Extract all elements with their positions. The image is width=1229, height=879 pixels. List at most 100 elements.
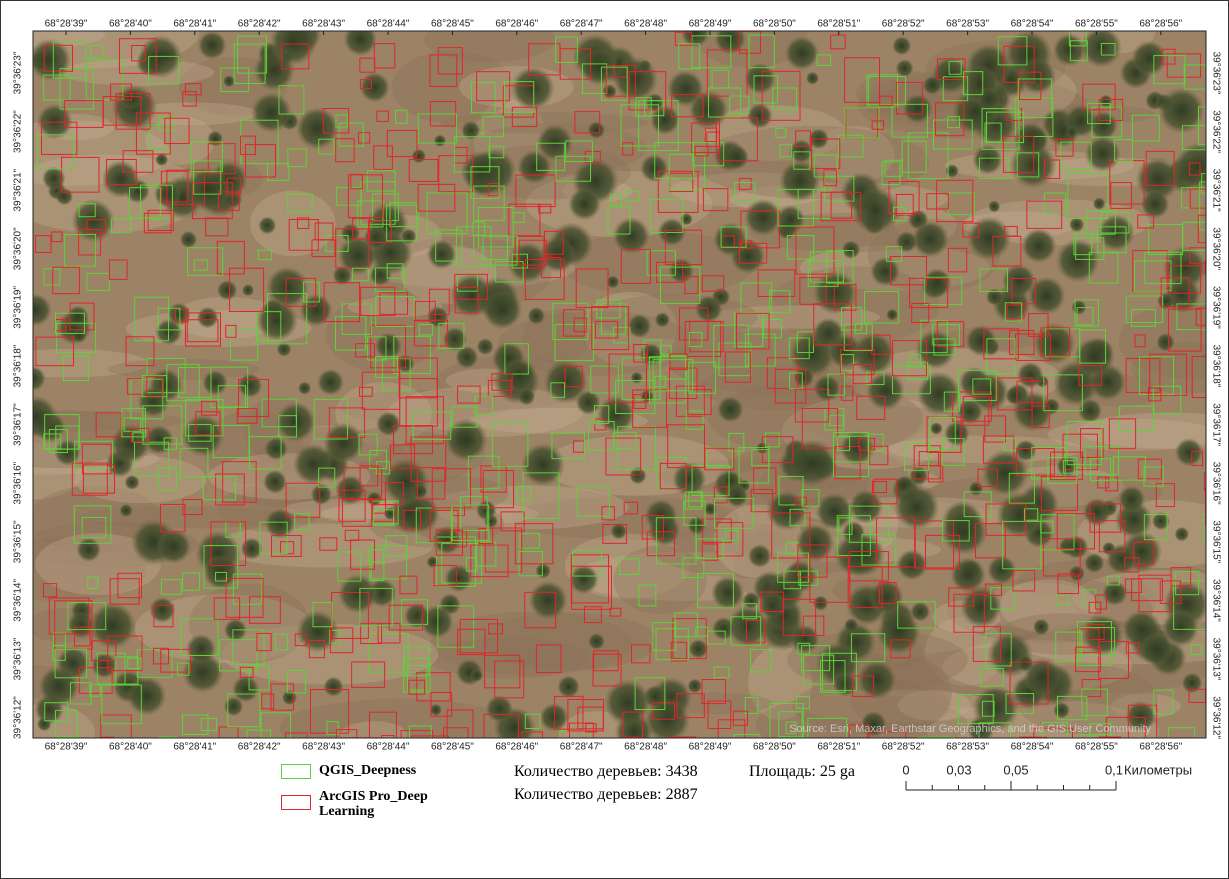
tree-canopy <box>851 186 899 234</box>
longitude-label: 68°28'44" <box>367 742 410 751</box>
tree-canopy <box>91 652 117 678</box>
tree-canopy <box>127 676 167 716</box>
tree-canopy <box>1141 190 1170 219</box>
tree-canopy <box>298 382 311 395</box>
longitude-label: 68°28'49" <box>689 19 732 30</box>
tree-canopy <box>1158 87 1205 134</box>
longitude-label: 68°28'50" <box>753 742 796 751</box>
latitude-label: 39°36'14" <box>13 579 24 622</box>
tree-canopy <box>1102 580 1128 606</box>
tree-canopy <box>785 36 819 70</box>
tree-canopy <box>849 489 884 524</box>
tree-canopy <box>430 704 442 716</box>
tree-canopy <box>1069 217 1084 232</box>
latitude-label: 39°36'21" <box>1210 169 1221 212</box>
tree-canopy <box>988 200 1000 212</box>
tree-canopy <box>977 87 1001 111</box>
tree-canopy <box>1033 618 1050 635</box>
tree-canopy <box>89 602 136 649</box>
tree-canopy <box>1174 527 1189 542</box>
latitude-label: 39°36'13" <box>13 637 24 680</box>
latitude-label: 39°36'14" <box>1210 579 1221 622</box>
tree-canopy <box>987 555 1016 584</box>
tree-canopy <box>1027 276 1066 315</box>
map-frame: Source: Esri, Maxar, Earthstar Geographi… <box>1 1 1228 751</box>
longitude-label: 68°28'53" <box>946 19 989 30</box>
ground-patch <box>108 359 259 380</box>
tree-canopy <box>894 484 940 530</box>
longitude-label: 68°28'39" <box>45 19 88 30</box>
longitude-label: 68°28'47" <box>560 742 603 751</box>
tree-canopy <box>960 586 1002 628</box>
tree-canopy <box>568 188 601 221</box>
tree-canopy <box>795 523 834 562</box>
tree-canopy <box>251 92 292 133</box>
tree-canopy <box>747 103 773 129</box>
latitude-label: 39°36'15" <box>13 520 24 563</box>
tree-canopy <box>265 508 296 539</box>
area: Площадь: 25 ga <box>749 763 855 781</box>
longitude-label: 68°28'46" <box>495 19 538 30</box>
tree-count: Количество деревьев: 3438 <box>514 763 698 781</box>
tree-canopy <box>930 422 943 435</box>
latitude-label: 39°36'17" <box>1210 403 1221 446</box>
tree-canopy <box>610 523 627 540</box>
latitude-label: 39°36'12" <box>1210 696 1221 739</box>
tree-canopy <box>923 76 942 95</box>
tree-canopy <box>264 437 288 461</box>
tree-canopy <box>502 359 536 393</box>
tree-canopy <box>813 318 844 349</box>
longitude-label: 68°28'54" <box>1011 742 1054 751</box>
tree-canopy <box>1083 498 1112 527</box>
latitude-label: 39°36'19" <box>13 286 24 329</box>
tree-canopy <box>427 239 457 269</box>
tree-canopy <box>156 529 191 564</box>
tree-canopy <box>612 217 649 254</box>
tree-canopy <box>232 675 259 702</box>
longitude-label: 68°28'55" <box>1075 742 1118 751</box>
longitude-label: 68°28'51" <box>817 19 860 30</box>
tree-canopy <box>263 470 287 494</box>
tree-canopy <box>149 597 175 623</box>
longitude-label: 68°28'40" <box>109 19 152 30</box>
tree-canopy <box>748 544 772 568</box>
tree-canopy <box>688 639 708 659</box>
tree-canopy <box>877 610 921 654</box>
tree-canopy <box>631 372 643 384</box>
tree-canopy <box>1017 362 1044 389</box>
latitude-label: 39°36'23" <box>13 51 24 94</box>
legend-swatch <box>281 764 311 779</box>
tree-canopy <box>197 307 219 329</box>
longitude-label: 68°28'55" <box>1075 19 1118 30</box>
tree-canopy <box>806 72 819 85</box>
latitude-label: 39°36'13" <box>1210 638 1221 681</box>
longitude-label: 68°28'41" <box>173 742 216 751</box>
tree-canopy <box>444 564 472 592</box>
tree-canopy <box>841 240 860 259</box>
tree-canopy <box>896 231 918 253</box>
tree-canopy <box>813 375 840 402</box>
tree-canopy <box>282 690 297 705</box>
tree-canopy <box>420 605 454 639</box>
tree-canopy <box>1118 486 1145 513</box>
legend-label: QGIS_Deepness <box>319 763 416 779</box>
latitude-label: 39°36'23" <box>1210 52 1221 95</box>
longitude-label: 68°28'43" <box>302 19 345 30</box>
latitude-label: 39°36'20" <box>1210 227 1221 270</box>
tree-canopy <box>197 31 226 60</box>
longitude-label: 68°28'56" <box>1139 19 1182 30</box>
tree-canopy <box>969 481 984 496</box>
tree-canopy <box>668 258 694 284</box>
longitude-label: 68°28'56" <box>1139 742 1182 751</box>
tree-canopy <box>588 633 605 650</box>
tree-canopy <box>202 370 228 396</box>
tree-canopy <box>477 338 494 355</box>
tree-canopy <box>434 134 447 147</box>
tree-canopy <box>461 121 480 140</box>
tree-canopy <box>518 388 536 406</box>
tree-canopy <box>511 66 555 110</box>
tree-canopy <box>323 676 343 696</box>
tree-canopy <box>359 72 390 103</box>
tree-canopy <box>912 220 950 258</box>
tree-canopy <box>717 396 744 423</box>
